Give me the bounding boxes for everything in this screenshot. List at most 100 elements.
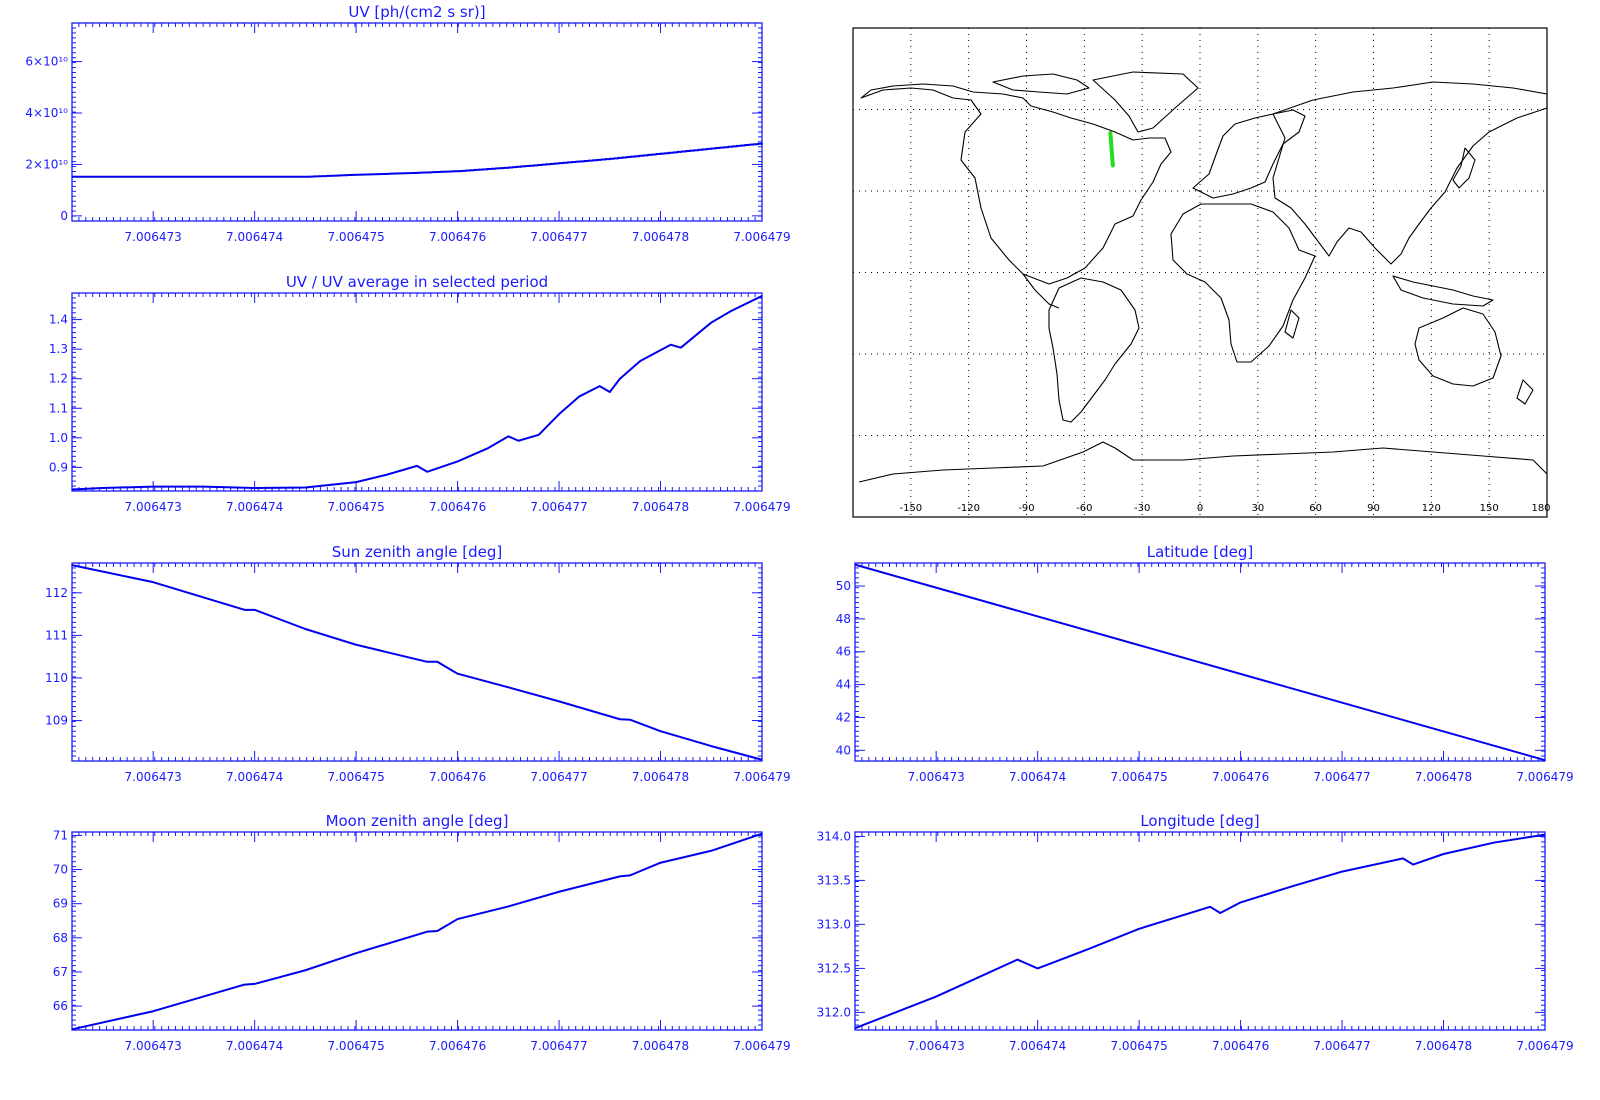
- y-tick-label: 68: [53, 931, 68, 945]
- x-tick-label: 7.006478: [1415, 1039, 1472, 1053]
- coast-central-america: [1022, 273, 1060, 309]
- x-tick-label: 7.006475: [327, 770, 384, 784]
- y-tick-label: 110: [45, 671, 68, 685]
- panel-latitude: Latitude [deg] 7.006473 7.006474 7.006475 7…: [836, 543, 1574, 784]
- y-tick-label: 314.0: [817, 829, 851, 843]
- y-tick-label: 313.0: [817, 917, 851, 931]
- y-tick-label: 312.5: [817, 961, 851, 975]
- panel-latitude-plot: 7.006473 7.006474 7.006475 7.006476 7.006477…: [836, 562, 1574, 784]
- x-tick-label: 7.006476: [1212, 770, 1269, 784]
- panel-latitude-plot-series-line: [854, 563, 1546, 762]
- x-tick-label: 7.006478: [632, 1039, 689, 1053]
- x-tick-label: 7.006474: [226, 500, 283, 514]
- map-lon-tick-label: -90: [1018, 503, 1034, 514]
- y-tick-label: 109: [45, 714, 68, 728]
- x-tick-label: 7.006478: [632, 770, 689, 784]
- y-tick-label: 111: [45, 628, 68, 642]
- coast-indonesia: [1392, 275, 1494, 307]
- x-tick-label: 7.006476: [429, 500, 486, 514]
- map-coastlines: [858, 71, 1548, 483]
- panel-uv-ratio-plot: 7.006473 7.006474 7.006475 7.006476 7.006477…: [49, 292, 791, 514]
- y-tick-label: 1.1: [49, 401, 68, 415]
- map-lon-tick-label: 120: [1422, 503, 1441, 514]
- coast-australia: [1414, 307, 1502, 387]
- map-lon-tick-label: 0: [1197, 503, 1203, 514]
- panel-uv-ratio: UV / UV average in selected period 7.006…: [49, 273, 791, 514]
- world-map: -150 -120 -90 -60 -30 0 30 60 90 120 150 180: [852, 27, 1551, 518]
- panel-moon-zenith: Moon zenith angle [deg] 7.006473 7.006474…: [53, 812, 791, 1053]
- coast-north-america: [860, 83, 1172, 285]
- x-tick-label: 7.006478: [632, 500, 689, 514]
- y-tick-label: 6×10¹⁰: [25, 55, 68, 69]
- x-tick-label: 7.006475: [1110, 770, 1167, 784]
- y-tick-label: 66: [53, 999, 68, 1013]
- x-tick-label: 7.006473: [125, 1039, 182, 1053]
- panel-moon-zenith-plot-frame: [71, 831, 763, 1031]
- x-tick-label: 7.006474: [226, 230, 283, 244]
- panel-uv-plot-series-line: [72, 142, 763, 178]
- coast-south-america: [1048, 277, 1140, 423]
- x-tick-label: 7.006475: [327, 230, 384, 244]
- panel-longitude-plot-frame: [854, 831, 1546, 1031]
- panel-uv: UV [ph/(cm2 s sr)] 7.006473 7.006474 7.006…: [25, 3, 790, 244]
- x-tick-label: 7.006473: [125, 500, 182, 514]
- x-tick-label: 7.006479: [1516, 770, 1573, 784]
- coast-greenland: [1092, 71, 1199, 133]
- panel-uv-title: UV [ph/(cm2 s sr)]: [348, 3, 485, 21]
- x-tick-label: 7.006476: [1212, 1039, 1269, 1053]
- y-tick-label: 48: [836, 612, 851, 626]
- coast-antarctica: [858, 441, 1548, 483]
- map-lon-tick-label: -150: [899, 503, 922, 514]
- panel-uv-ratio-plot-frame: [71, 292, 763, 492]
- panel-longitude-plot: 7.006473 7.006474 7.006475 7.006476 7.006477…: [817, 829, 1574, 1053]
- coast-new-zealand: [1516, 379, 1534, 405]
- x-tick-label: 7.006479: [1516, 1039, 1573, 1053]
- panel-uv-plot-frame: [71, 22, 763, 222]
- y-tick-label: 42: [836, 710, 851, 724]
- y-tick-label: 69: [53, 897, 68, 911]
- x-tick-label: 7.006479: [733, 770, 790, 784]
- x-tick-label: 7.006473: [125, 770, 182, 784]
- y-tick-label: 313.5: [817, 873, 851, 887]
- x-tick-label: 7.006477: [530, 500, 587, 514]
- map-lon-tick-label: 30: [1251, 503, 1264, 514]
- panel-longitude-title: Longitude [deg]: [1140, 812, 1259, 830]
- coast-asia: [1272, 81, 1548, 265]
- coast-japan: [1452, 147, 1476, 189]
- map-lon-tick-label: 60: [1309, 503, 1322, 514]
- x-tick-label: 7.006479: [733, 230, 790, 244]
- x-tick-label: 7.006476: [429, 1039, 486, 1053]
- panel-uv-ratio-title: UV / UV average in selected period: [286, 273, 548, 291]
- panel-sun-zenith-plot: 7.006473 7.006474 7.006475 7.006476 7.006477…: [45, 562, 791, 784]
- y-tick-label: 4×10¹⁰: [25, 106, 68, 120]
- coast-madagascar: [1284, 309, 1300, 339]
- y-tick-label: 1.0: [49, 431, 68, 445]
- panel-moon-zenith-title: Moon zenith angle [deg]: [326, 812, 509, 830]
- panel-longitude-plot-series-line: [854, 833, 1546, 1030]
- map-lon-tick-label: 150: [1480, 503, 1499, 514]
- y-tick-label: 1.2: [49, 372, 68, 386]
- map-lon-tick-label: -30: [1134, 503, 1150, 514]
- x-tick-label: 7.006474: [1009, 770, 1066, 784]
- panel-sun-zenith: Sun zenith angle [deg] 7.006473 7.006474 7…: [45, 543, 791, 784]
- panel-uv-ratio-plot-series-line: [71, 295, 763, 491]
- x-tick-label: 7.006477: [530, 1039, 587, 1053]
- x-tick-label: 7.006477: [530, 770, 587, 784]
- panel-sun-zenith-title: Sun zenith angle [deg]: [332, 543, 503, 561]
- x-tick-label: 7.006478: [1415, 770, 1472, 784]
- panel-longitude: Longitude [deg] 7.006473 7.006474 7.006475…: [817, 812, 1574, 1053]
- x-tick-label: 7.006475: [1110, 1039, 1167, 1053]
- map-lon-tick-label: -120: [957, 503, 980, 514]
- x-tick-label: 7.006474: [226, 1039, 283, 1053]
- y-tick-label: 312.0: [817, 1005, 851, 1019]
- map-lon-tick-label: 90: [1367, 503, 1380, 514]
- y-tick-label: 0: [60, 209, 68, 223]
- x-tick-label: 7.006475: [327, 500, 384, 514]
- map-lon-ticks: -150 -120 -90 -60 -30 0 30 60 90 120 150 180: [899, 503, 1550, 514]
- x-tick-label: 7.006474: [226, 770, 283, 784]
- y-tick-label: 71: [53, 828, 68, 842]
- y-tick-label: 2×10¹⁰: [25, 157, 68, 171]
- y-tick-label: 112: [45, 586, 68, 600]
- x-tick-label: 7.006473: [125, 230, 182, 244]
